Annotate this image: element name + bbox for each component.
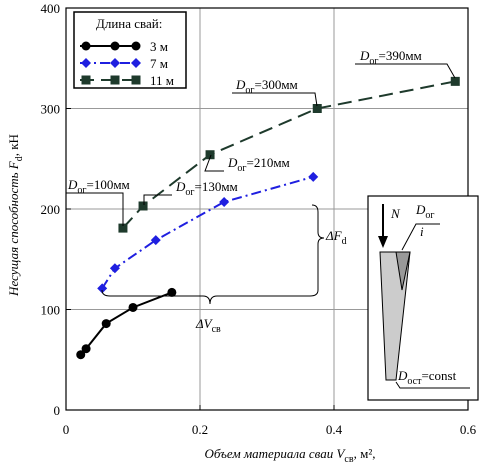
- annotation: Dог=130мм: [175, 179, 238, 198]
- marker: [81, 41, 91, 51]
- inset-label-main: i: [420, 224, 424, 239]
- x-axis-label-sub: св: [344, 454, 353, 465]
- annotation-main: D: [67, 177, 78, 192]
- y-tick-label: 300: [41, 102, 61, 117]
- y-axis-label: Несущая способность Fd, кН: [6, 134, 25, 297]
- marker: [128, 302, 138, 312]
- marker: [76, 350, 86, 360]
- inset-label-main: D: [397, 368, 408, 383]
- marker: [110, 58, 120, 68]
- annotation-tail: =300мм: [255, 77, 298, 92]
- brace: [101, 289, 319, 305]
- annotation: Dог=100мм: [67, 177, 130, 196]
- annotation-sub: ог: [77, 185, 86, 196]
- annotation-sub: ог: [237, 163, 246, 174]
- x-tick-label: 0.2: [192, 422, 208, 437]
- annotation-main: D: [359, 48, 370, 63]
- x-tick-label: 0: [63, 422, 70, 437]
- series-line: [101, 175, 314, 289]
- annotation-main: D: [235, 77, 246, 92]
- marker: [101, 319, 111, 329]
- marker: [110, 41, 120, 51]
- leader-line: [204, 154, 224, 172]
- y-axis-label-sub: d: [14, 156, 25, 161]
- y-tick-label: 100: [41, 303, 61, 318]
- inset-label: i: [420, 224, 424, 239]
- leader-line: [143, 194, 172, 205]
- marker: [450, 76, 460, 86]
- inset-label-tail: =const: [421, 368, 456, 383]
- brace: [311, 204, 325, 290]
- marker: [167, 287, 177, 297]
- legend-box: [73, 11, 187, 89]
- annotation-sub: ог: [185, 187, 194, 198]
- marker: [150, 235, 161, 246]
- marker: [219, 196, 230, 207]
- leader-line: [395, 381, 470, 389]
- marker: [205, 150, 215, 160]
- x-axis-label: Объем материала сваи Vсв, м²,: [205, 446, 376, 465]
- annotation-main: ΔV: [195, 316, 214, 331]
- series-line: [79, 291, 173, 356]
- annotation-sub: d: [342, 236, 347, 247]
- marker: [138, 201, 148, 211]
- arrow-head: [378, 236, 388, 248]
- inset-label: Dост=const: [397, 368, 457, 387]
- marker: [131, 58, 141, 68]
- legend-title: Длина свай:: [96, 16, 162, 31]
- x-axis-label-main: Объем материала сваи V: [205, 446, 347, 461]
- x-tick-label: 0.4: [326, 422, 343, 437]
- inset-label-main: N: [390, 206, 401, 221]
- annotation-tail: =390мм: [379, 48, 422, 63]
- marker: [109, 263, 120, 274]
- annotation: ΔVсв: [195, 316, 221, 335]
- leader-line: [66, 192, 124, 226]
- annotation: Dог=300мм: [235, 77, 298, 96]
- inset-label-sub: ог: [425, 210, 434, 221]
- y-tick-label: 400: [41, 1, 61, 16]
- annotation: Dог=210мм: [227, 155, 290, 174]
- y-axis-label-tail: , кН: [6, 134, 21, 156]
- annotation-tail: =210мм: [247, 155, 290, 170]
- marker: [81, 75, 91, 85]
- annotation-sub: св: [212, 324, 221, 335]
- marker: [110, 75, 120, 85]
- leader-line: [232, 92, 318, 107]
- annotation: ΔFd: [325, 228, 347, 247]
- annotation-main: D: [175, 179, 186, 194]
- marker: [131, 75, 141, 85]
- y-tick-label: 0: [54, 403, 61, 418]
- marker: [81, 58, 91, 68]
- marker: [97, 283, 108, 294]
- annotation-sub: ог: [245, 85, 254, 96]
- legend-label: 7 м: [150, 56, 168, 71]
- legend-label: 3 м: [150, 39, 168, 54]
- x-axis-label-tail: , м²,: [354, 446, 376, 461]
- leader-line: [401, 223, 440, 251]
- x-tick-label: 0.6: [460, 422, 477, 437]
- annotation-main: ΔF: [325, 228, 343, 243]
- annotation-tail: =100мм: [87, 177, 130, 192]
- marker: [131, 41, 141, 51]
- marker: [118, 223, 128, 233]
- y-axis-label-main: Несущая способность F: [6, 160, 21, 297]
- marker: [312, 104, 322, 113]
- annotation-main: D: [227, 155, 238, 170]
- pile-cone: [395, 251, 411, 291]
- annotation: Dог=390мм: [359, 48, 422, 67]
- marker: [308, 171, 319, 182]
- annotation-sub: ог: [369, 56, 378, 67]
- inset-label-main: D: [415, 202, 426, 217]
- inset-label: Dог: [415, 202, 435, 221]
- y-tick-label: 200: [41, 202, 61, 217]
- inset-label: N: [390, 206, 401, 221]
- inset-label-sub: ост: [407, 376, 422, 387]
- annotation-tail: =130мм: [195, 179, 238, 194]
- legend-label: 11 м: [150, 73, 174, 88]
- leader-line: [355, 63, 456, 79]
- marker: [81, 344, 91, 354]
